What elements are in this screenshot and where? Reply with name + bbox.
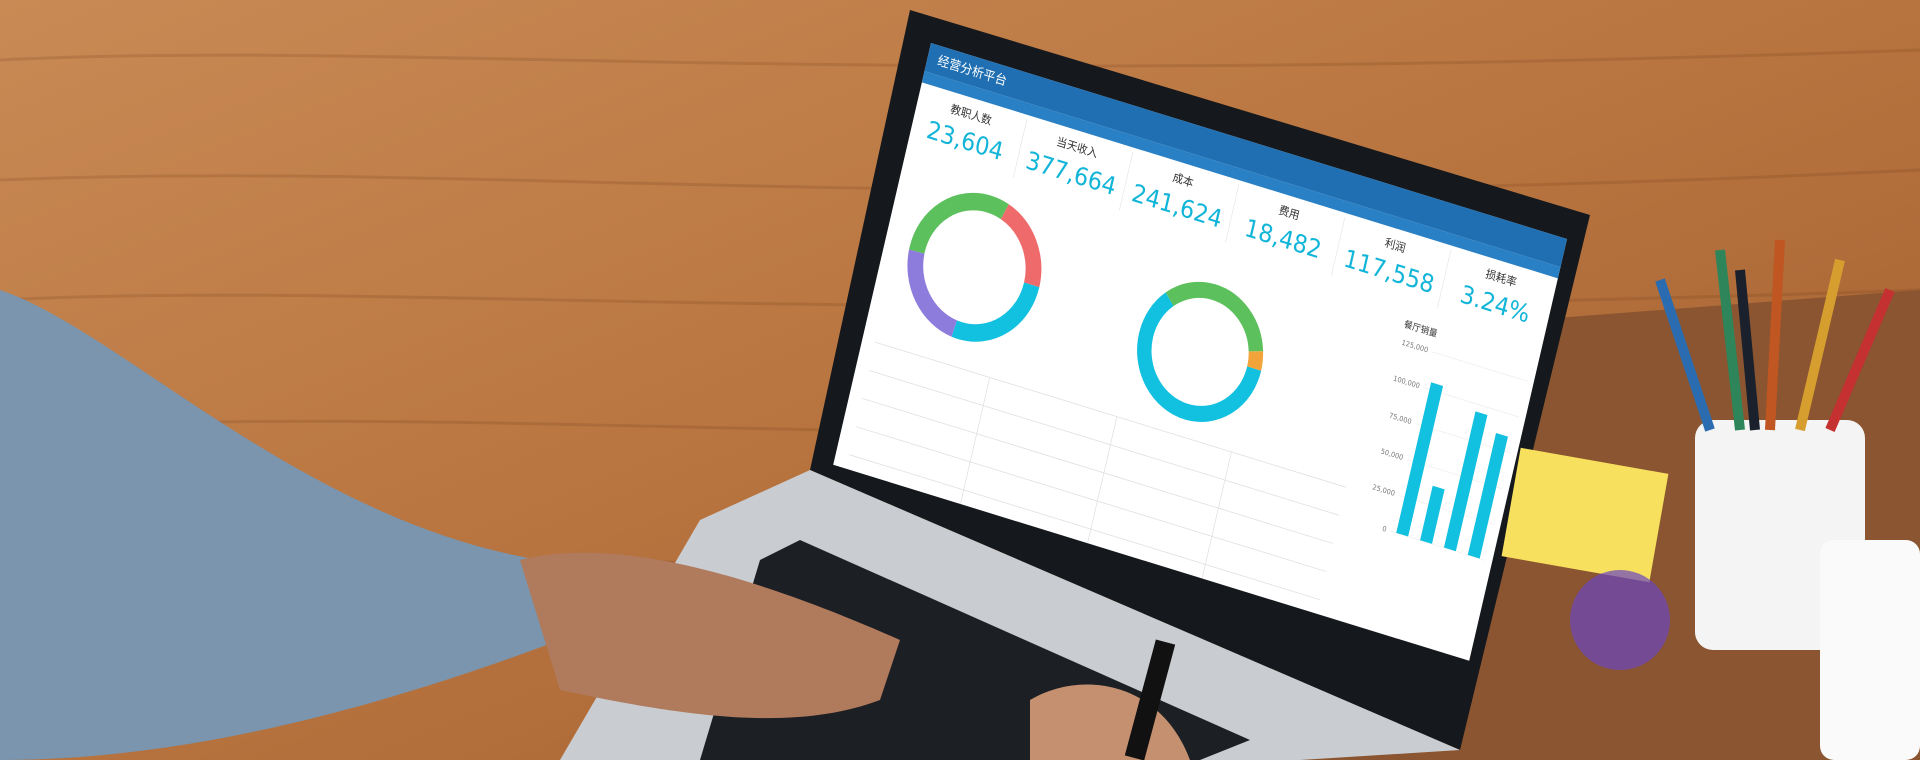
bar <box>1420 485 1445 544</box>
grid-line <box>1431 351 1528 382</box>
bar <box>1467 433 1508 559</box>
donut-segment <box>1137 281 1264 422</box>
bar <box>1443 411 1488 552</box>
coffee-cup <box>1820 540 1920 760</box>
sleeve <box>0 290 560 760</box>
hand <box>1030 684 1190 760</box>
breadcrumb-bar <box>921 71 1561 279</box>
pencils <box>1655 239 1895 432</box>
kpi-label: 成本 <box>1171 170 1195 190</box>
kpi-label: 费用 <box>1277 203 1300 222</box>
donut-chart <box>907 192 1042 342</box>
donut-segment <box>907 192 1042 342</box>
hand <box>520 552 900 719</box>
table-lines <box>849 341 1346 601</box>
donut-segment <box>1137 281 1264 422</box>
pen <box>1124 639 1176 760</box>
kpi-divider <box>1119 151 1134 211</box>
kpi-divider <box>1013 119 1028 178</box>
flowers <box>1570 570 1670 670</box>
sticky-notes <box>1501 447 1669 583</box>
kpi-label: 利润 <box>1383 235 1407 255</box>
bar <box>1396 382 1444 537</box>
donut-chart <box>1137 281 1264 422</box>
top-bar <box>924 43 1567 268</box>
kpi-divider <box>1225 184 1240 244</box>
y-tick-label: 0 <box>1381 525 1387 534</box>
kpi-divider <box>1437 249 1452 309</box>
donut-segment <box>907 192 1042 342</box>
kpi-divider <box>1331 217 1346 276</box>
